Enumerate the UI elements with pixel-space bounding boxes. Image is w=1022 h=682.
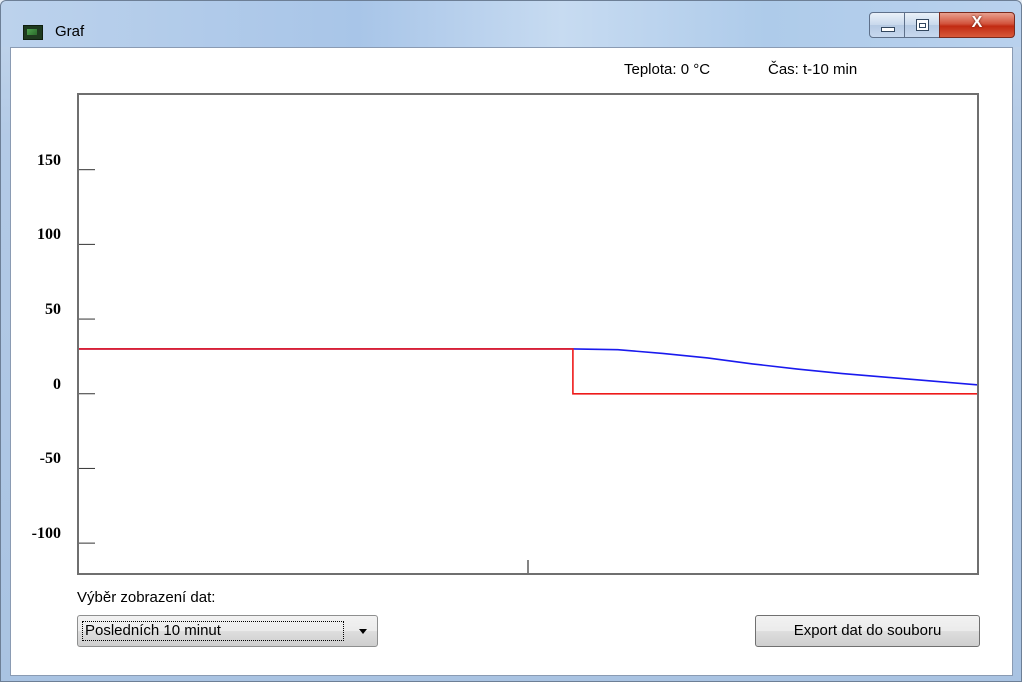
series-line-0 — [79, 348, 978, 386]
title-bar[interactable]: Graf X — [1, 1, 1021, 47]
y-tick-label: 150 — [37, 151, 61, 169]
maximize-icon — [916, 19, 929, 31]
y-tick-label: 100 — [37, 226, 61, 244]
chart-app-icon — [23, 25, 43, 40]
view-range-selected-value: Posledních 10 minut — [82, 621, 344, 641]
line-chart — [79, 169, 978, 573]
series-line-1 — [79, 348, 977, 395]
temperature-readout: Teplota: 0 °C — [624, 61, 711, 78]
y-tick-label: 50 — [45, 301, 61, 319]
time-readout: Čas: t-10 min — [768, 61, 858, 78]
view-selection-label: Výběr zobrazení dat: — [77, 589, 216, 606]
close-icon: X — [971, 14, 983, 31]
window-title: Graf — [55, 23, 85, 40]
export-data-button[interactable]: Export dat do souboru — [755, 615, 980, 647]
y-tick-label: -50 — [39, 450, 61, 468]
minimize-button[interactable] — [869, 12, 905, 38]
y-tick-label: 0 — [53, 375, 61, 393]
close-button[interactable]: X — [939, 12, 1015, 38]
view-range-dropdown[interactable]: Posledních 10 minut — [77, 615, 378, 647]
maximize-button[interactable] — [904, 12, 940, 38]
chart-plot-area — [77, 93, 979, 575]
client-area: Teplota: 0 °C Čas: t-10 min 150 100 50 0 -50… — [10, 47, 1013, 676]
y-tick-label: -100 — [31, 525, 61, 543]
minimize-icon — [881, 27, 895, 32]
dropdown-arrow-icon — [359, 629, 367, 634]
